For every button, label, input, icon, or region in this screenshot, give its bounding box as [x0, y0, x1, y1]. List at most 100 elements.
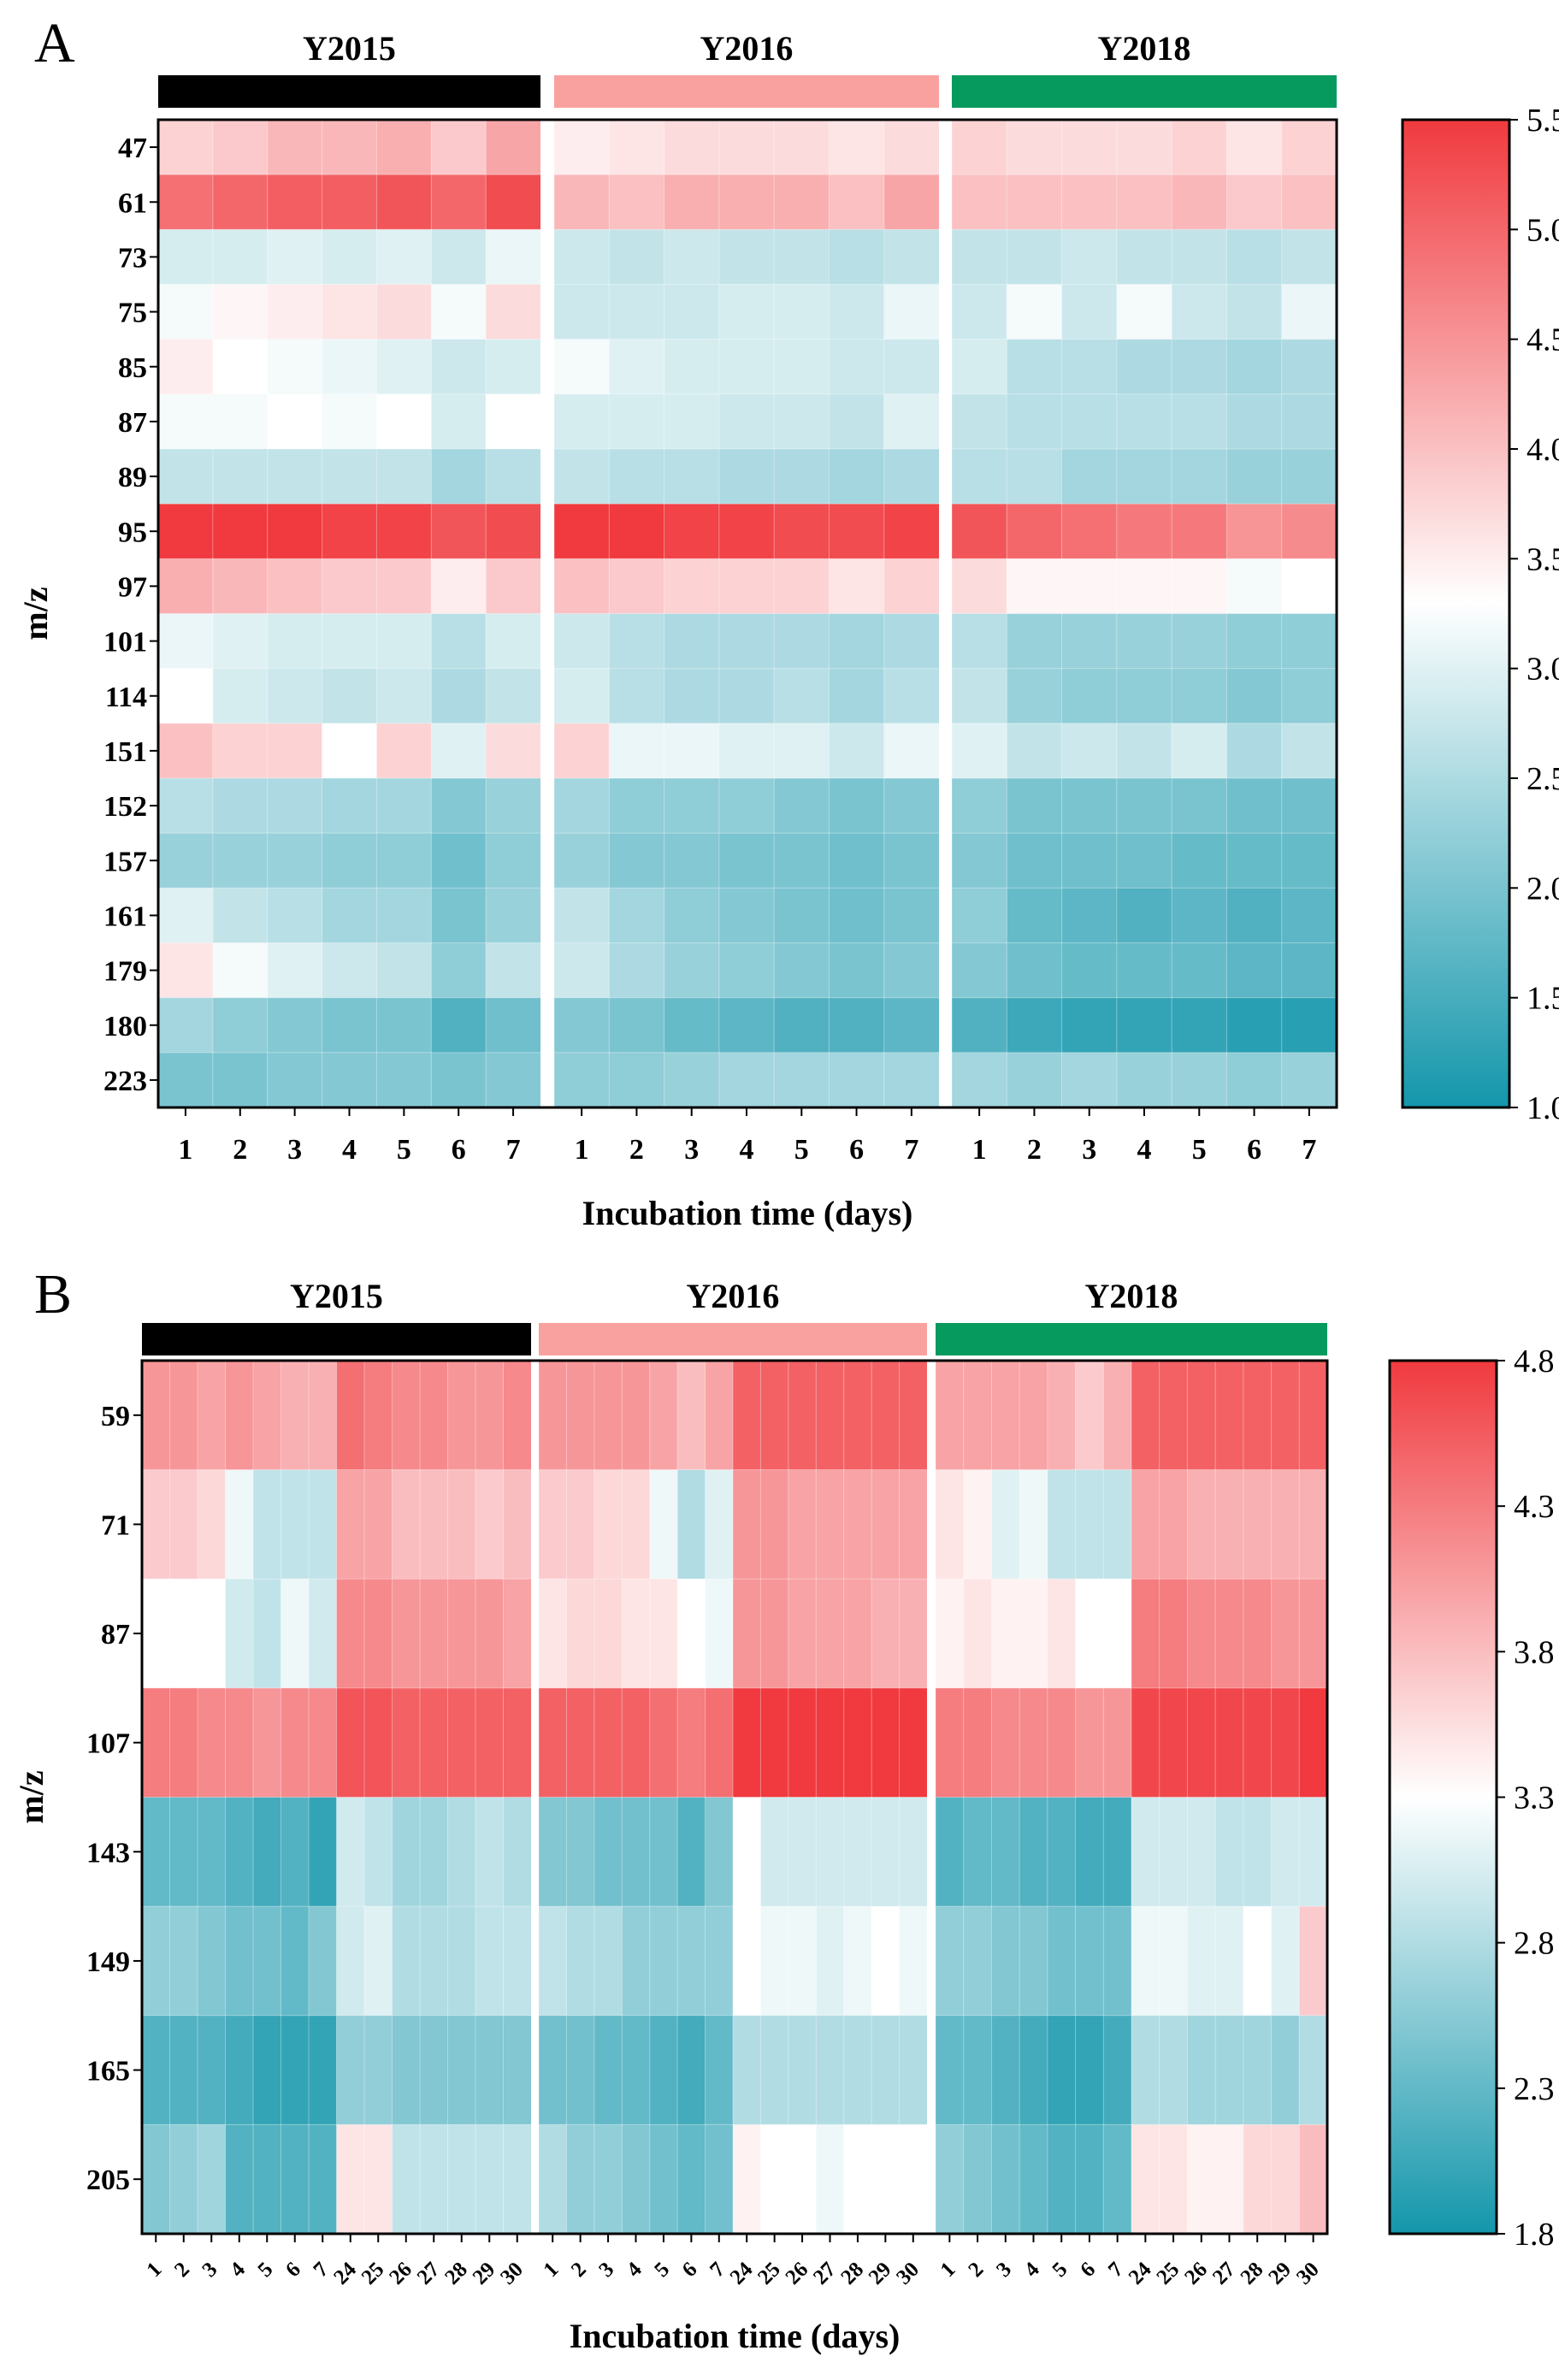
heatmap-cell	[267, 393, 323, 451]
heatmap-cell	[883, 997, 940, 1054]
heatmap-cell	[773, 448, 830, 505]
heatmap-cell	[375, 1052, 433, 1109]
heatmap-cell	[1225, 777, 1283, 835]
heatmap-cell	[485, 339, 542, 395]
heatmap-cell	[197, 1905, 227, 2017]
heatmap-cell	[1116, 228, 1173, 286]
heatmap-cell	[1171, 887, 1228, 944]
heatmap-cell	[169, 1687, 198, 1798]
heatmap-cell	[664, 832, 720, 889]
heatmap-cell	[649, 1578, 679, 1689]
heatmap-cell	[963, 1687, 993, 1798]
heatmap-cell	[664, 887, 720, 944]
heatmap-cell	[1281, 832, 1338, 889]
heatmap-cell	[157, 1052, 214, 1109]
heatmap-cell	[843, 1360, 873, 1471]
heatmap-cell	[1243, 1797, 1273, 1908]
heatmap-cell	[664, 777, 720, 835]
heatmap-cell	[608, 723, 665, 779]
heatmap-cell	[157, 228, 214, 286]
heatmap-cell	[732, 1469, 762, 1580]
x-tick-label: 7	[706, 2258, 729, 2282]
heatmap-cell	[705, 1469, 734, 1580]
heatmap-cell	[1006, 832, 1063, 889]
heatmap-cell	[375, 613, 433, 670]
heatmap-cell	[1281, 339, 1338, 395]
heatmap-cell	[990, 2015, 1021, 2126]
heatmap-cell	[773, 777, 830, 835]
heatmap-cell	[649, 1905, 679, 2017]
heatmap-cell	[773, 503, 830, 560]
heatmap-cell	[375, 339, 433, 395]
heatmap-cell	[1116, 284, 1173, 340]
heatmap-cell	[322, 887, 378, 944]
heatmap-cell	[705, 1905, 734, 2017]
heatmap-cell	[485, 119, 542, 176]
x-tick-label: 4	[623, 2258, 647, 2282]
heatmap-cell	[773, 558, 830, 615]
heatmap-cell	[1186, 1469, 1217, 1580]
heatmap-cell	[788, 1905, 818, 2017]
x-tick-label: 4	[226, 2258, 250, 2282]
heatmap-cell	[475, 1360, 505, 1471]
heatmap-cell	[788, 1469, 818, 1580]
heatmap-cell	[485, 723, 542, 779]
heatmap-cell	[608, 558, 665, 615]
x-tick-label: 1	[143, 2258, 167, 2282]
heatmap-cell	[843, 1578, 873, 1689]
y-tick-label: 205	[86, 2164, 130, 2196]
heatmap-cell	[676, 1797, 706, 1908]
x-tick-label: 5	[397, 1134, 411, 1166]
heatmap-cell	[212, 613, 269, 670]
heatmap-cell	[951, 119, 1008, 176]
heatmap-cell	[883, 777, 940, 835]
heatmap-cell	[1006, 887, 1063, 944]
heatmap-cell	[281, 2015, 310, 2126]
heatmap-cell	[447, 1797, 476, 1908]
heatmap-cell	[1061, 777, 1118, 835]
heatmap-cell	[951, 558, 1008, 615]
x-tick-label: 5	[794, 1134, 809, 1166]
heatmap-cell	[419, 1687, 449, 1798]
heatmap-cell	[553, 448, 611, 505]
heatmap-cell	[732, 1360, 762, 1471]
heatmap-cell	[267, 119, 323, 176]
heatmap-cell	[141, 1360, 171, 1471]
x-tick-label: 1	[540, 2258, 564, 2282]
heatmap-cell	[608, 997, 665, 1054]
group-bar-Y2016	[539, 1323, 927, 1355]
heatmap-cell	[565, 1360, 595, 1471]
heatmap-cell	[828, 503, 885, 560]
heatmap-cell	[871, 1360, 901, 1471]
heatmap-cell	[828, 119, 885, 176]
heatmap-cell	[828, 448, 885, 505]
heatmap-cell	[773, 668, 830, 724]
heatmap-cell	[593, 1687, 623, 1798]
heatmap-cell	[718, 997, 776, 1054]
heatmap-cell	[225, 1360, 254, 1471]
heatmap-cell	[1271, 1687, 1301, 1798]
x-tick-label: 2	[233, 1134, 247, 1166]
heatmap-cell	[503, 1578, 532, 1689]
heatmap-cell	[1061, 228, 1118, 286]
heatmap-cell	[649, 1469, 679, 1580]
heatmap-cell	[759, 1905, 789, 2017]
y-tick-label: 179	[103, 956, 147, 988]
heatmap-cell	[538, 1360, 568, 1471]
heatmap-cell	[1159, 1905, 1189, 2017]
heatmap-cell	[503, 1469, 532, 1580]
heatmap-cell	[608, 613, 665, 670]
heatmap-cell	[705, 1578, 734, 1689]
heatmap-cell	[392, 2123, 421, 2235]
heatmap-cell	[1006, 1052, 1063, 1109]
x-tick-label: 4	[342, 1134, 357, 1166]
heatmap-cell	[553, 613, 611, 670]
heatmap-cell	[843, 1469, 873, 1580]
heatmap-cell	[503, 1360, 532, 1471]
heatmap-cell	[732, 1687, 762, 1798]
x-tick-label: 28	[1237, 2258, 1268, 2289]
heatmap-cell	[308, 1578, 338, 1689]
heatmap-cell	[664, 723, 720, 779]
heatmap-cell	[1061, 887, 1118, 944]
heatmap-cell	[883, 942, 940, 999]
